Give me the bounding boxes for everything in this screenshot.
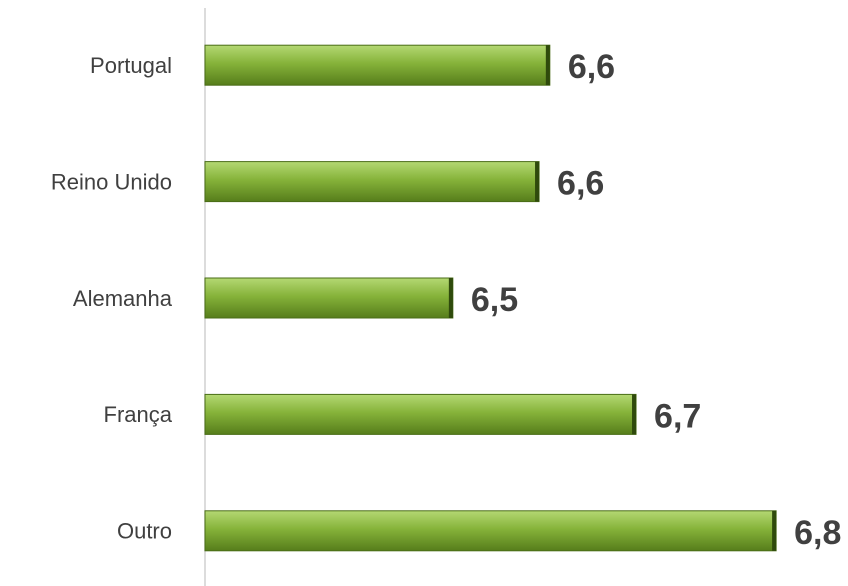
bar [204, 510, 777, 552]
y-tick-label: Outro [117, 519, 172, 544]
data-label: 6,6 [568, 48, 615, 86]
bar-edge [535, 161, 540, 202]
bar-edge [448, 278, 453, 318]
bar [204, 393, 637, 435]
y-tick-label: França [104, 402, 173, 427]
bar [204, 44, 551, 86]
bar-edge [772, 510, 777, 551]
data-label: 6,5 [471, 281, 518, 319]
y-tick-label: Portugal [90, 53, 172, 78]
bar-edge [545, 45, 550, 86]
data-label: 6,8 [794, 514, 841, 552]
data-label: 6,6 [557, 165, 604, 203]
bar [204, 277, 454, 319]
bar [204, 161, 540, 203]
y-tick-label: Reino Unido [51, 169, 172, 194]
bar-edge [632, 394, 637, 435]
data-label: 6,7 [654, 397, 701, 435]
y-tick-label: Alemanha [73, 286, 173, 311]
